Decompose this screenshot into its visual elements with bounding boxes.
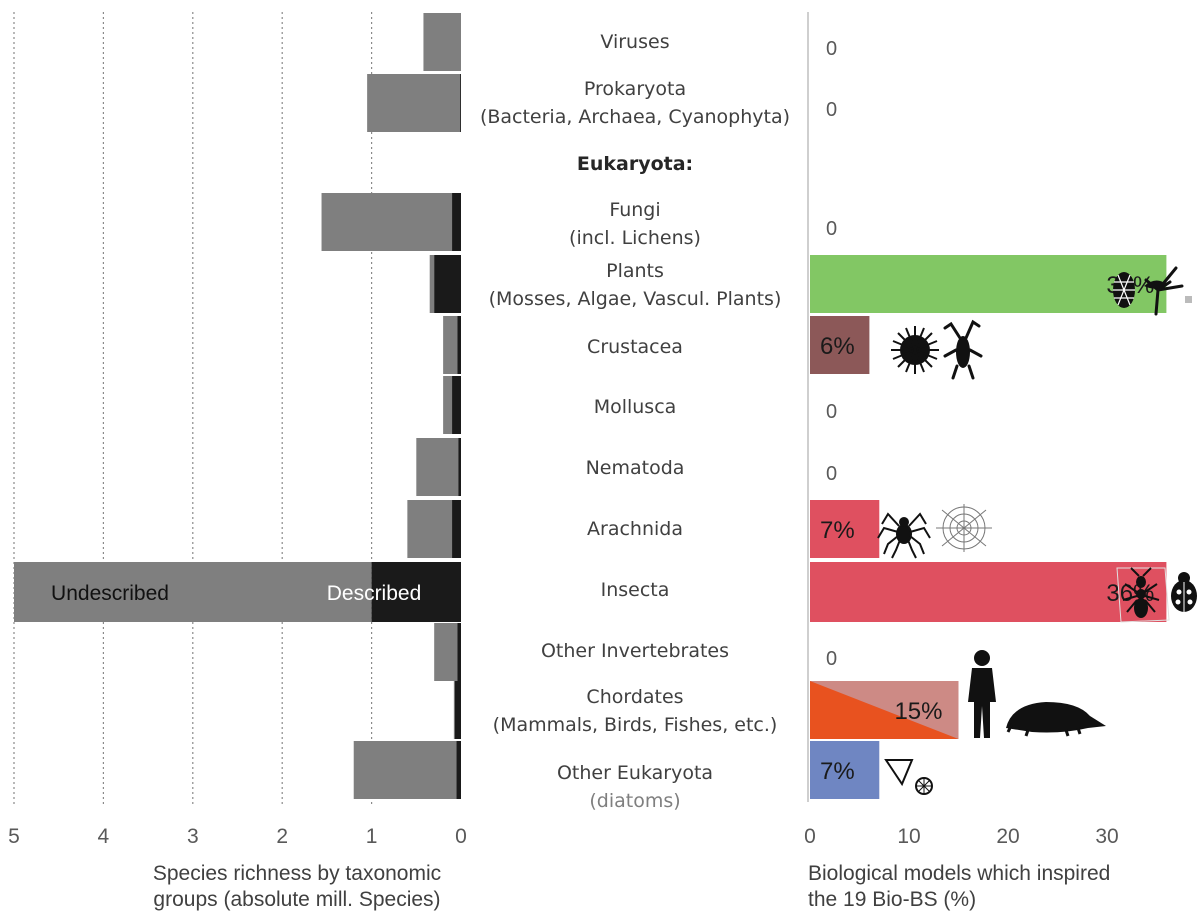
bar-undescribed-insecta [14,562,372,622]
right-tick-0: 0 [804,825,816,848]
bar-described-mollusca [452,376,461,434]
left-tick-5: 5 [8,825,20,848]
category-label-fungi: Fungi [609,199,660,221]
bar-undescribed-chordates [453,681,455,739]
category-label-mosses-algae-vascul-plants: (Mosses, Algae, Vascul. Plants) [489,288,782,310]
bio-value-viruses: 0 [826,38,837,60]
bar-undescribed-viruses [423,13,461,71]
bio-value-chordates: 15% [894,698,942,725]
bar-described-chordates [454,681,461,739]
right-bars [810,255,1167,799]
bar-undescribed-other-invertebrates [434,623,458,681]
category-label-eukaryota: Eukaryota: [577,153,693,175]
bio-value-prokaryota: 0 [826,99,837,121]
bio-bar-insecta [810,562,1167,622]
category-label-plants: Plants [606,260,664,282]
small-square-icon [1185,296,1192,303]
category-label-other-eukaryota: Other Eukaryota [557,762,713,784]
category-label-diatoms: (diatoms) [589,790,680,812]
category-label-other-invertebrates: Other Invertebrates [541,640,729,662]
bar-undescribed-mollusca [443,376,453,434]
left-bars [14,13,463,799]
bar-described-crustacea [457,316,461,374]
pine-cone-icon [1113,272,1135,308]
bird-of-paradise-flower-icon [1144,266,1184,316]
bio-bar-crustacea [810,316,870,374]
spider-icon [877,512,931,559]
left-tick-2: 2 [276,825,288,848]
bio-value-mollusca: 0 [826,401,837,423]
bio-value-nematoda: 0 [826,463,837,485]
bar-undescribed-crustacea [443,316,458,374]
label-undescribed: Undescribed [51,582,169,605]
bio-bar-arachnida [810,500,880,558]
bar-described-arachnida [452,500,461,558]
right-axis-title-line-1: Biological models which inspired [808,862,1110,885]
bar-undescribed-other-eukaryota [353,741,457,799]
sea-urchin-icon [891,326,939,374]
right-tick-labels: 0 10 20 30 [804,825,1119,848]
beetle-icon [1171,572,1197,612]
bio-bar-other-eukaryota [810,741,880,799]
right-tick-30: 30 [1095,825,1118,848]
category-label-chordates: Chordates [586,686,683,708]
segment-labels: Undescribed Described [51,582,421,605]
category-label-arachnida: Arachnida [587,518,683,540]
left-tick-1: 1 [366,825,378,848]
left-tick-0: 0 [455,825,467,848]
bar-described-fungi [452,193,461,251]
crayfish-icon [943,319,983,380]
axis-titles: Species richness by taxonomic groups (abs… [153,862,1110,911]
category-label-crustacea: Crustacea [587,336,683,358]
ant-icon [1116,567,1170,623]
category-labels: Viruses Prokaryota (Bacteria, Archaea, Cya… [480,31,790,812]
bar-described-other-eukaryota [456,741,461,799]
bio-value-arachnida: 7% [820,517,855,544]
bar-undescribed-fungi [321,193,453,251]
category-label-prokaryota: Prokaryota [584,78,686,100]
category-label-bacteria-archaea-cyanophyta: (Bacteria, Archaea, Cyanophyta) [480,106,790,128]
left-gridlines [13,12,373,805]
left-tick-3: 3 [187,825,199,848]
bio-bar-plants [810,255,1167,313]
bar-undescribed-plants [429,255,435,313]
right-axis-title-line-2: the 19 Bio-BS (%) [808,888,976,911]
spider-web-icon [936,504,992,552]
bio-value-fungi: 0 [826,218,837,240]
label-described: Described [327,582,422,605]
bar-described-plants [434,255,461,313]
left-tick-4: 4 [98,825,110,848]
pangolin-icon [1006,702,1106,737]
category-label-incl-lichens: (incl. Lichens) [569,227,701,249]
left-axis-title-line-1: Species richness by taxonomic [153,862,441,885]
diatom-disc-icon [915,777,933,795]
bar-described-prokaryota [460,74,461,132]
bar-undescribed-prokaryota [367,74,461,132]
category-label-mammals-birds-fishes-etc: (Mammals, Birds, Fishes, etc.) [493,714,778,736]
right-tick-20: 20 [996,825,1019,848]
right-tick-10: 10 [897,825,920,848]
bar-described-nematoda [458,438,461,496]
bio-value-crustacea: 6% [820,333,855,360]
bar-undescribed-arachnida [407,500,453,558]
category-label-nematoda: Nematoda [586,457,685,479]
left-axis-title-line-2: groups (absolute mill. Species) [153,888,440,911]
category-label-insecta: Insecta [601,579,670,601]
category-label-viruses: Viruses [600,31,669,53]
bio-value-other-invertebrates: 0 [826,648,837,670]
bar-undescribed-nematoda [416,438,459,496]
human-icon [968,650,996,738]
diatom-triangle-icon [884,759,914,787]
bio-bar-overlay-chordates [810,681,959,739]
category-label-mollusca: Mollusca [594,396,677,418]
bar-described-insecta [371,562,461,622]
left-tick-labels: 5 4 3 2 1 0 [8,825,467,848]
bar-described-other-invertebrates [457,623,461,681]
bio-value-other-eukaryota: 7% [820,758,855,785]
